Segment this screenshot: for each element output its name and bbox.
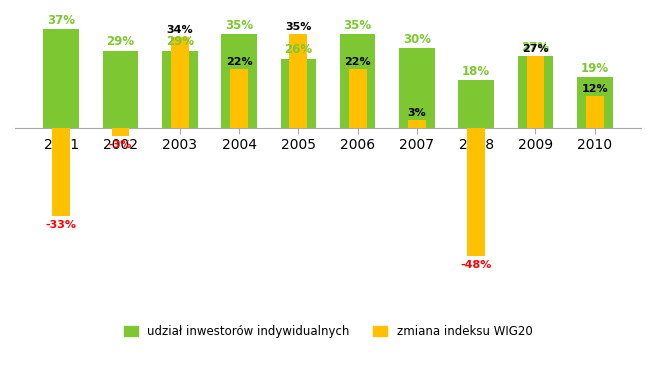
- Legend: udział inwestorów indywidualnych, zmiana indeksu WIG20: udział inwestorów indywidualnych, zmiana…: [119, 320, 537, 342]
- Bar: [399, 48, 435, 128]
- Bar: [162, 51, 197, 128]
- Bar: [112, 128, 129, 136]
- Bar: [408, 120, 426, 128]
- Text: 26%: 26%: [284, 43, 312, 56]
- Text: 27%: 27%: [522, 44, 549, 54]
- Text: 19%: 19%: [581, 62, 609, 75]
- Bar: [52, 128, 70, 216]
- Bar: [577, 77, 613, 128]
- Text: 37%: 37%: [47, 14, 75, 27]
- Text: -48%: -48%: [461, 260, 492, 270]
- Text: 29%: 29%: [106, 36, 134, 48]
- Bar: [221, 34, 257, 128]
- Text: 29%: 29%: [166, 36, 194, 48]
- Text: 35%: 35%: [344, 19, 372, 32]
- Bar: [171, 37, 189, 128]
- Bar: [281, 59, 316, 128]
- Text: -3%: -3%: [109, 140, 133, 150]
- Bar: [518, 56, 553, 128]
- Text: 22%: 22%: [226, 57, 253, 67]
- Bar: [586, 96, 604, 128]
- Bar: [349, 69, 367, 128]
- Bar: [467, 128, 485, 256]
- Text: 34%: 34%: [167, 25, 193, 35]
- Bar: [340, 34, 375, 128]
- Text: 30%: 30%: [403, 33, 431, 46]
- Text: -33%: -33%: [46, 220, 77, 230]
- Bar: [289, 34, 307, 128]
- Bar: [230, 69, 248, 128]
- Bar: [527, 56, 544, 128]
- Text: 27%: 27%: [522, 41, 550, 54]
- Text: 35%: 35%: [285, 22, 312, 32]
- Bar: [103, 51, 138, 128]
- Text: 18%: 18%: [462, 65, 490, 78]
- Text: 3%: 3%: [407, 108, 426, 118]
- Text: 12%: 12%: [581, 84, 608, 94]
- Bar: [459, 80, 494, 128]
- Text: 22%: 22%: [344, 57, 371, 67]
- Text: 35%: 35%: [225, 19, 253, 32]
- Bar: [43, 29, 79, 128]
